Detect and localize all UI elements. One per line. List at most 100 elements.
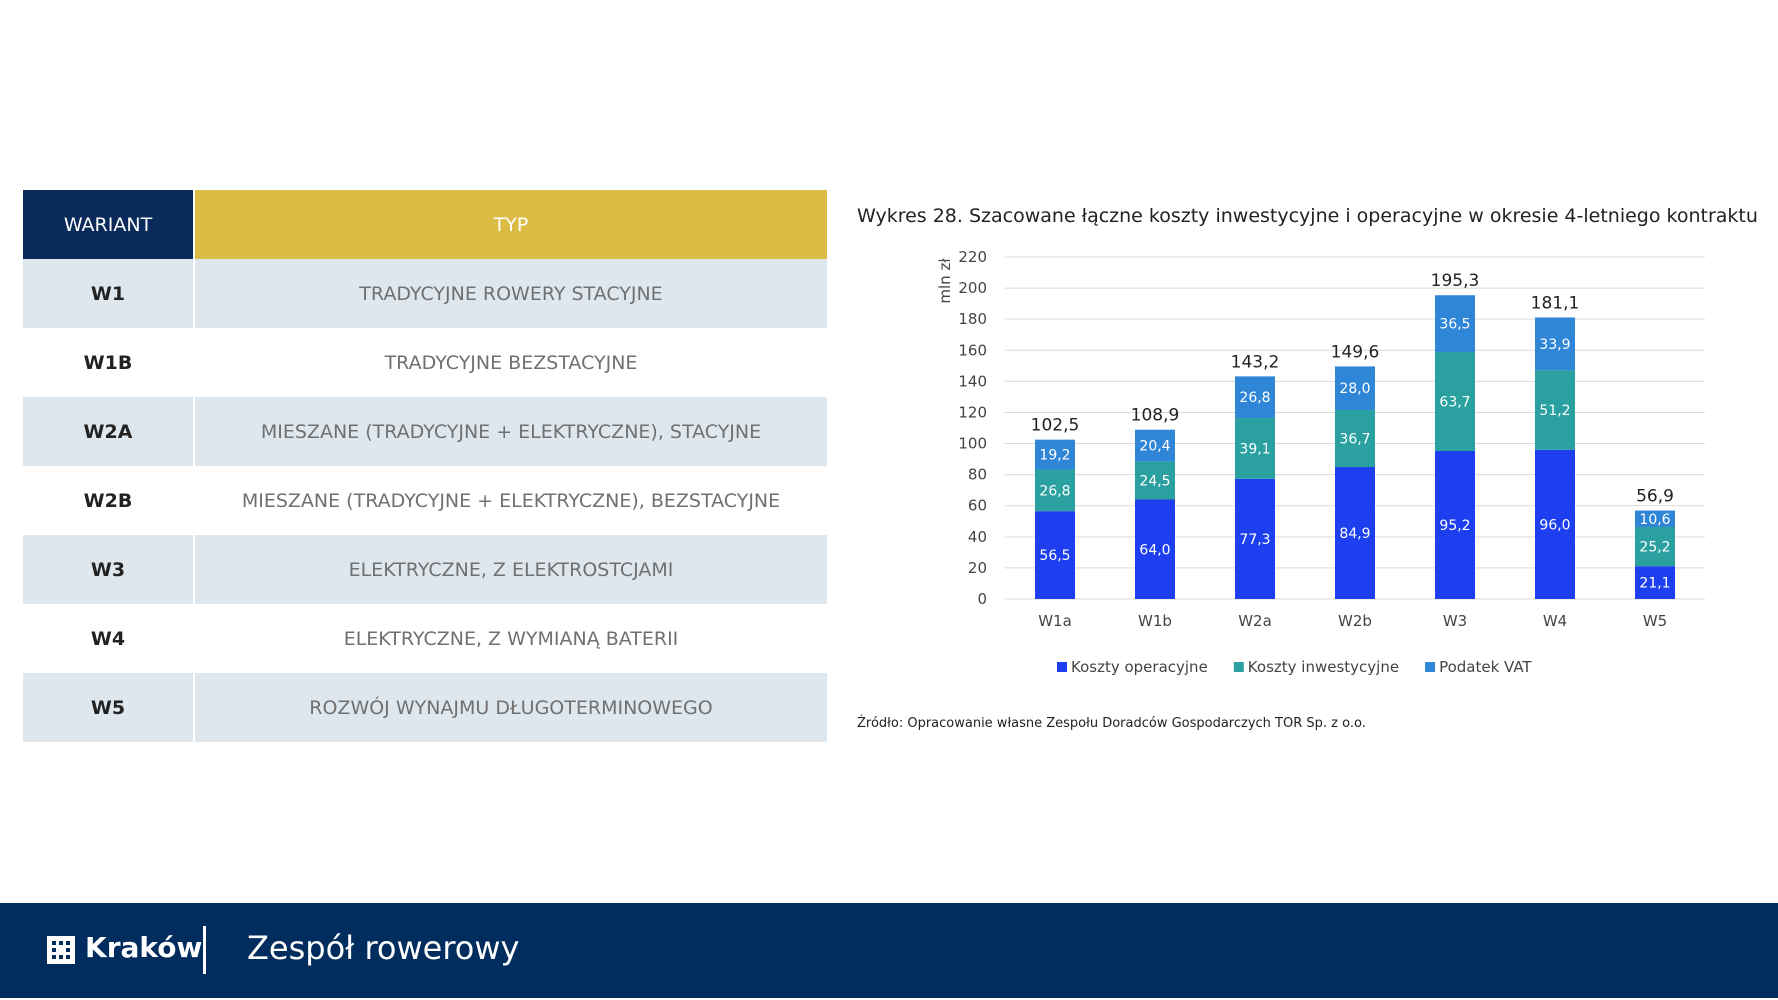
bar-segment xyxy=(1335,467,1375,599)
table-row: W3 ELEKTRYCZNE, Z ELEKTROSTCJAMI xyxy=(23,535,827,604)
y-tick-label: 20 xyxy=(968,559,987,577)
team-name: Zespół rowerowy xyxy=(247,929,520,967)
variant-cell: W2B xyxy=(83,489,133,512)
type-cell: TRADYCYJNE BEZSTACYJNE xyxy=(193,328,827,397)
variant-cell: W4 xyxy=(90,627,126,650)
bar-segment xyxy=(1135,499,1175,599)
y-tick-label: 100 xyxy=(958,435,987,453)
bar-value-label: 39,1 xyxy=(1239,441,1270,457)
bar-total-label: 143,2 xyxy=(1231,352,1280,372)
bar-value-label: 19,2 xyxy=(1039,448,1070,464)
bar-value-label: 77,3 xyxy=(1239,532,1270,548)
bar-value-label: 63,7 xyxy=(1439,394,1470,410)
legend-swatch xyxy=(1057,662,1067,672)
footer-divider xyxy=(203,926,206,974)
bar-value-label: 24,5 xyxy=(1139,473,1170,489)
variant-cell: W1B xyxy=(83,351,133,374)
bar-segment xyxy=(1435,451,1475,599)
type-cell: TRADYCYJNE ROWERY STACYJNE xyxy=(193,259,827,328)
bar-segment xyxy=(1335,366,1375,410)
x-tick-label: W5 xyxy=(1643,612,1667,630)
bar-segment xyxy=(1035,511,1075,599)
y-tick-label: 160 xyxy=(958,341,987,359)
type-cell: ELEKTRYCZNE, Z WYMIANĄ BATERII xyxy=(193,604,827,673)
bar-segment xyxy=(1435,295,1475,352)
bar-segment xyxy=(1135,429,1175,462)
y-tick-label: 200 xyxy=(958,279,987,297)
table-row: W1 TRADYCYJNE ROWERY STACYJNE xyxy=(23,259,827,328)
bar-value-label: 84,9 xyxy=(1339,526,1370,542)
y-tick-label: 180 xyxy=(958,310,987,328)
bar-segment xyxy=(1535,317,1575,371)
y-axis-title: mln zł xyxy=(936,258,954,304)
bar-segment xyxy=(1335,409,1375,468)
bar-value-label: 96,0 xyxy=(1539,517,1570,533)
table-header-row: WARIANT TYP xyxy=(23,190,827,259)
bar-segment xyxy=(1235,478,1275,599)
legend-label: Koszty inwestycyjne xyxy=(1248,658,1399,676)
bar-value-label: 28,0 xyxy=(1339,381,1370,397)
bar-value-label: 95,2 xyxy=(1439,518,1470,534)
variant-cell: W3 xyxy=(90,558,126,581)
legend-label: Koszty operacyjne xyxy=(1071,658,1208,676)
bar-segment xyxy=(1235,376,1275,419)
table-row: W2A MIESZANE (TRADYCYJNE + ELEKTRYCZNE),… xyxy=(23,397,827,466)
bar-segment xyxy=(1435,351,1475,452)
chart-source: Źródło: Opracowanie własne Zespołu Dorad… xyxy=(857,716,1366,731)
x-tick-label: W2a xyxy=(1238,612,1272,630)
bar-total-label: 56,9 xyxy=(1636,487,1674,507)
bar-total-label: 102,5 xyxy=(1031,416,1080,436)
bar-segment xyxy=(1635,566,1675,599)
bar-value-label: 64,0 xyxy=(1139,542,1170,558)
legend-label: Podatek VAT xyxy=(1439,658,1532,676)
bar-value-label: 25,2 xyxy=(1639,540,1670,556)
bar-segment xyxy=(1135,461,1175,500)
chart-title: Wykres 28. Szacowane łączne koszty inwes… xyxy=(857,205,1758,227)
y-tick-label: 40 xyxy=(968,528,987,546)
type-cell: ROZWÓJ WYNAJMU DŁUGOTERMINOWEGO xyxy=(193,673,827,742)
bar-value-label: 56,5 xyxy=(1039,548,1070,564)
variant-cell: W2A xyxy=(83,420,133,443)
bar-total-label: 108,9 xyxy=(1131,406,1180,426)
bar-total-label: 149,6 xyxy=(1331,342,1380,362)
bar-segment xyxy=(1535,449,1575,599)
y-tick-label: 140 xyxy=(958,372,987,390)
bar-value-label: 51,2 xyxy=(1539,403,1570,419)
variants-table: WARIANT TYP W1 TRADYCYJNE ROWERY STACYJN… xyxy=(23,190,827,742)
y-tick-label: 60 xyxy=(968,497,987,515)
krakow-logo-icon xyxy=(47,936,75,964)
y-tick-label: 80 xyxy=(968,466,987,484)
footer-bar: Kraków Zespół rowerowy xyxy=(0,903,1778,998)
type-cell: MIESZANE (TRADYCYJNE + ELEKTRYCZNE), BEZ… xyxy=(193,466,827,535)
y-tick-label: 220 xyxy=(958,248,987,266)
bar-value-label: 10,6 xyxy=(1639,512,1670,528)
x-tick-label: W1a xyxy=(1038,612,1072,630)
table-row: W4 ELEKTRYCZNE, Z WYMIANĄ BATERII xyxy=(23,604,827,673)
x-tick-label: W4 xyxy=(1543,612,1567,630)
legend-swatch xyxy=(1233,662,1244,672)
bar-value-label: 26,8 xyxy=(1239,390,1270,406)
header-type: TYP xyxy=(193,190,827,259)
table-row: W1B TRADYCYJNE BEZSTACYJNE xyxy=(23,328,827,397)
x-tick-label: W3 xyxy=(1443,612,1467,630)
bar-segment xyxy=(1535,370,1575,450)
y-tick-label: 0 xyxy=(977,590,987,608)
city-name: Kraków xyxy=(85,931,203,964)
bar-value-label: 20,4 xyxy=(1139,439,1170,455)
bar-segment xyxy=(1035,439,1075,470)
legend-swatch xyxy=(1425,662,1436,672)
bar-segment xyxy=(1235,418,1275,479)
type-cell: ELEKTRYCZNE, Z ELEKTROSTCJAMI xyxy=(193,535,827,604)
bar-segment xyxy=(1035,469,1075,512)
bar-value-label: 36,7 xyxy=(1339,431,1370,447)
variant-cell: W5 xyxy=(90,696,126,719)
variant-cell: W1 xyxy=(90,282,126,305)
x-tick-label: W1b xyxy=(1138,612,1172,630)
header-variant: WARIANT xyxy=(23,190,193,259)
bar-total-label: 181,1 xyxy=(1531,293,1580,313)
bar-value-label: 33,9 xyxy=(1539,337,1570,353)
bar-segment xyxy=(1635,527,1675,567)
table-row: W5 ROZWÓJ WYNAJMU DŁUGOTERMINOWEGO xyxy=(23,673,827,742)
type-cell: MIESZANE (TRADYCYJNE + ELEKTRYCZNE), STA… xyxy=(193,397,827,466)
